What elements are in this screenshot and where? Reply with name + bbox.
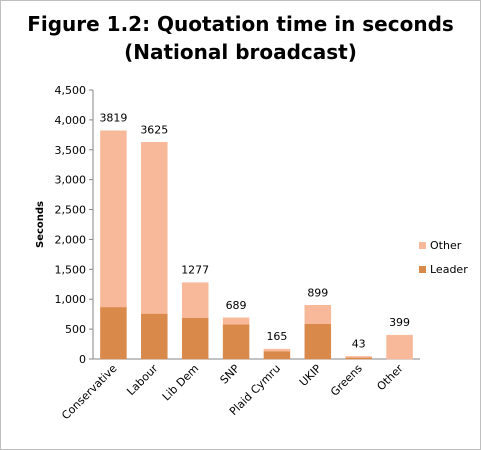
bar-segment-leader-snp: [222, 324, 250, 360]
total-label: 1277: [181, 264, 209, 277]
chart-title: Figure 1.2: Quotation time in seconds (N…: [0, 10, 481, 66]
y-tick-label: 2,000: [55, 233, 87, 246]
bar-segment-leader-lib-dem: [181, 317, 209, 360]
chart-title-line-1: Figure 1.2: Quotation time in seconds: [27, 12, 454, 36]
total-label: 165: [266, 330, 287, 343]
x-tick-label: Conservative: [59, 362, 119, 422]
bar-segment-leader-labour: [141, 313, 168, 360]
bar-segment-other-labour: [141, 142, 168, 314]
legend-label-leader: Leader: [430, 263, 468, 276]
y-tick-label: 1,500: [55, 263, 87, 276]
y-tick-label: 500: [65, 323, 86, 336]
chart-bars: [100, 130, 413, 360]
bar-segment-other-greens: [345, 356, 372, 358]
x-tick-label: Labour: [124, 362, 160, 398]
chart-data-labels: 3819 3625 1277 689 165 899 43 399: [99, 112, 410, 351]
legend-label-other: Other: [430, 239, 462, 252]
bar-segment-leader-conservative: [100, 306, 127, 360]
bar-segment-other-ukip: [304, 305, 332, 324]
bar-segment-other-conservative: [100, 130, 127, 308]
y-tick-label: 1,000: [55, 293, 87, 306]
x-tick-label: Lib Dem: [160, 362, 201, 403]
bar-segment-other-lib-dem: [181, 282, 209, 319]
total-label: 899: [307, 286, 328, 299]
y-tick-label: 4,500: [55, 84, 87, 97]
legend-swatch-other: [419, 242, 426, 249]
total-label: 3819: [99, 112, 127, 125]
chart-legend: Other Leader: [419, 239, 468, 276]
bar-segment-leader-plaid-cymru: [263, 350, 291, 360]
chart-title-line-2: (National broadcast): [124, 40, 357, 64]
total-label: 689: [226, 299, 247, 312]
x-tick-label: Other: [374, 362, 406, 394]
x-tick-label: UKIP: [297, 362, 324, 389]
y-axis-label: Seconds: [35, 201, 46, 248]
y-tick-label: 4,000: [55, 114, 87, 127]
y-tick-label: 3,000: [55, 174, 87, 187]
total-label: 3625: [140, 123, 168, 136]
y-tick-label: 2,500: [55, 204, 87, 217]
legend-swatch-leader: [419, 266, 426, 273]
x-tick-label: Greens: [328, 362, 365, 399]
chart-axes: 0 500 1,000 1,500 2,000 2,500 3,000 3,500 4,000 4…: [35, 84, 420, 366]
total-label: 43: [352, 337, 366, 350]
bar-segment-other-plaid-cymru: [263, 348, 291, 352]
y-tick-label: 3,500: [55, 144, 87, 157]
y-tick-label: 0: [79, 353, 86, 366]
bar-segment-other-snp: [222, 317, 250, 325]
bar-segment-other-other: [386, 334, 413, 360]
x-tick-label: SNP: [218, 362, 243, 387]
total-label: 399: [389, 316, 410, 329]
bar-segment-leader-ukip: [304, 323, 332, 360]
